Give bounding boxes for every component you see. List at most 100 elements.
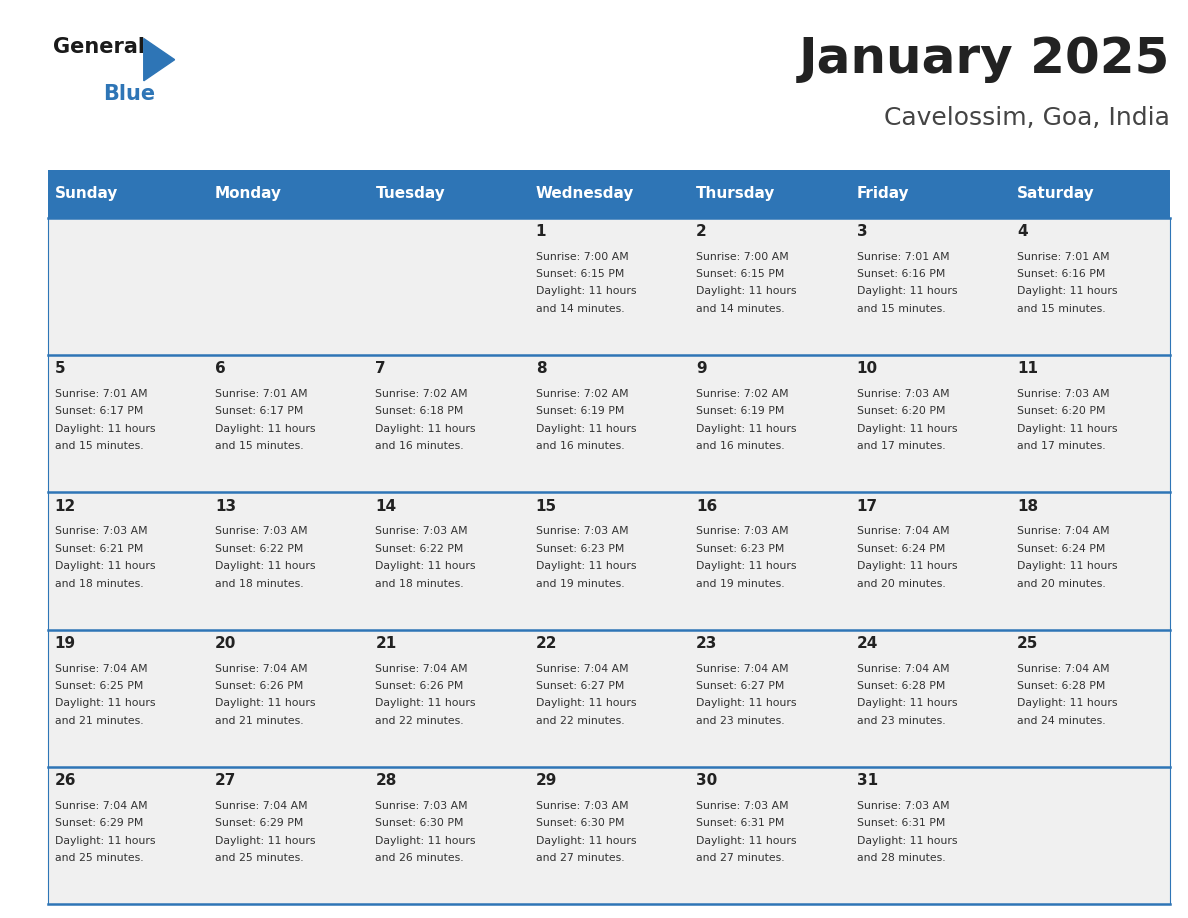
Text: and 27 minutes.: and 27 minutes. (696, 853, 785, 863)
Text: 18: 18 (1017, 498, 1038, 514)
Bar (849, 492, 1010, 630)
Text: Sunset: 6:23 PM: Sunset: 6:23 PM (696, 543, 784, 554)
Bar (689, 630, 849, 767)
Text: Sunset: 6:20 PM: Sunset: 6:20 PM (1017, 407, 1105, 416)
Bar (849, 767, 1010, 904)
Text: 29: 29 (536, 773, 557, 789)
Text: 3: 3 (857, 224, 867, 239)
Text: and 25 minutes.: and 25 minutes. (55, 853, 144, 863)
Bar (849, 355, 1010, 492)
Text: Daylight: 11 hours: Daylight: 11 hours (536, 561, 637, 571)
Text: and 15 minutes.: and 15 minutes. (857, 304, 946, 314)
Text: Sunset: 6:31 PM: Sunset: 6:31 PM (696, 818, 784, 828)
Text: Daylight: 11 hours: Daylight: 11 hours (215, 835, 316, 845)
Text: Daylight: 11 hours: Daylight: 11 hours (375, 561, 476, 571)
Bar (529, 170, 689, 218)
Text: Sunrise: 7:03 AM: Sunrise: 7:03 AM (55, 526, 147, 536)
Text: 27: 27 (215, 773, 236, 789)
Bar (849, 218, 1010, 355)
Bar (689, 492, 849, 630)
Text: Daylight: 11 hours: Daylight: 11 hours (375, 699, 476, 709)
Text: 20: 20 (215, 636, 236, 651)
Bar (368, 218, 529, 355)
Text: Daylight: 11 hours: Daylight: 11 hours (857, 835, 958, 845)
Text: Sunrise: 7:03 AM: Sunrise: 7:03 AM (696, 526, 789, 536)
Text: Sunset: 6:22 PM: Sunset: 6:22 PM (375, 543, 463, 554)
Text: 21: 21 (375, 636, 397, 651)
Text: Sunrise: 7:04 AM: Sunrise: 7:04 AM (375, 664, 468, 674)
Text: and 21 minutes.: and 21 minutes. (215, 716, 304, 726)
Text: and 26 minutes.: and 26 minutes. (375, 853, 465, 863)
Text: Daylight: 11 hours: Daylight: 11 hours (536, 835, 637, 845)
Text: Sunset: 6:28 PM: Sunset: 6:28 PM (857, 681, 944, 691)
Text: Daylight: 11 hours: Daylight: 11 hours (215, 424, 316, 433)
Text: Daylight: 11 hours: Daylight: 11 hours (857, 561, 958, 571)
Text: Daylight: 11 hours: Daylight: 11 hours (215, 561, 316, 571)
Text: and 18 minutes.: and 18 minutes. (55, 578, 144, 588)
Bar (368, 767, 529, 904)
Text: Sunrise: 7:01 AM: Sunrise: 7:01 AM (1017, 252, 1110, 262)
Text: Daylight: 11 hours: Daylight: 11 hours (1017, 561, 1118, 571)
Text: Daylight: 11 hours: Daylight: 11 hours (215, 699, 316, 709)
Text: and 15 minutes.: and 15 minutes. (215, 442, 304, 451)
Text: Sunset: 6:17 PM: Sunset: 6:17 PM (55, 407, 143, 416)
Text: 9: 9 (696, 362, 707, 376)
Text: Sunrise: 7:04 AM: Sunrise: 7:04 AM (215, 664, 308, 674)
Text: Sunset: 6:15 PM: Sunset: 6:15 PM (536, 269, 624, 279)
Text: Daylight: 11 hours: Daylight: 11 hours (55, 424, 156, 433)
Text: and 19 minutes.: and 19 minutes. (536, 578, 625, 588)
Text: and 25 minutes.: and 25 minutes. (215, 853, 304, 863)
Text: and 22 minutes.: and 22 minutes. (375, 716, 465, 726)
Bar (48, 630, 208, 767)
Text: Sunrise: 7:03 AM: Sunrise: 7:03 AM (536, 526, 628, 536)
Text: Sunrise: 7:01 AM: Sunrise: 7:01 AM (857, 252, 949, 262)
Text: Sunset: 6:19 PM: Sunset: 6:19 PM (696, 407, 784, 416)
Text: Daylight: 11 hours: Daylight: 11 hours (857, 699, 958, 709)
Text: and 16 minutes.: and 16 minutes. (536, 442, 625, 451)
Text: Sunset: 6:23 PM: Sunset: 6:23 PM (536, 543, 624, 554)
Text: Sunset: 6:26 PM: Sunset: 6:26 PM (215, 681, 303, 691)
Bar (1010, 170, 1170, 218)
Bar (1010, 355, 1170, 492)
Text: Sunrise: 7:04 AM: Sunrise: 7:04 AM (536, 664, 628, 674)
Text: Sunset: 6:29 PM: Sunset: 6:29 PM (55, 818, 143, 828)
Text: and 20 minutes.: and 20 minutes. (1017, 578, 1106, 588)
Text: Sunset: 6:24 PM: Sunset: 6:24 PM (857, 543, 944, 554)
Text: 28: 28 (375, 773, 397, 789)
Text: Sunrise: 7:01 AM: Sunrise: 7:01 AM (55, 389, 147, 398)
Text: Daylight: 11 hours: Daylight: 11 hours (857, 424, 958, 433)
Text: Sunrise: 7:01 AM: Sunrise: 7:01 AM (215, 389, 308, 398)
Text: 4: 4 (1017, 224, 1028, 239)
Text: 7: 7 (375, 362, 386, 376)
Text: and 15 minutes.: and 15 minutes. (1017, 304, 1106, 314)
Text: Sunrise: 7:04 AM: Sunrise: 7:04 AM (1017, 664, 1110, 674)
Text: Daylight: 11 hours: Daylight: 11 hours (375, 424, 476, 433)
Text: Daylight: 11 hours: Daylight: 11 hours (1017, 424, 1118, 433)
Bar (529, 767, 689, 904)
Text: 12: 12 (55, 498, 76, 514)
Bar (208, 492, 368, 630)
Text: and 22 minutes.: and 22 minutes. (536, 716, 625, 726)
Text: Sunrise: 7:03 AM: Sunrise: 7:03 AM (375, 526, 468, 536)
Text: Sunday: Sunday (55, 186, 118, 201)
Bar (48, 767, 208, 904)
Bar (529, 492, 689, 630)
Bar (689, 218, 849, 355)
Text: Sunrise: 7:03 AM: Sunrise: 7:03 AM (1017, 389, 1110, 398)
Text: 25: 25 (1017, 636, 1038, 651)
Text: Tuesday: Tuesday (375, 186, 446, 201)
Text: Daylight: 11 hours: Daylight: 11 hours (55, 561, 156, 571)
Text: 24: 24 (857, 636, 878, 651)
Bar (689, 355, 849, 492)
Text: 22: 22 (536, 636, 557, 651)
Bar (48, 355, 208, 492)
Text: Sunset: 6:16 PM: Sunset: 6:16 PM (857, 269, 944, 279)
Text: Daylight: 11 hours: Daylight: 11 hours (536, 699, 637, 709)
Text: Daylight: 11 hours: Daylight: 11 hours (55, 699, 156, 709)
Text: Wednesday: Wednesday (536, 186, 634, 201)
Text: Daylight: 11 hours: Daylight: 11 hours (696, 561, 797, 571)
Bar (529, 218, 689, 355)
Text: Daylight: 11 hours: Daylight: 11 hours (696, 699, 797, 709)
Text: and 28 minutes.: and 28 minutes. (857, 853, 946, 863)
Text: 15: 15 (536, 498, 557, 514)
